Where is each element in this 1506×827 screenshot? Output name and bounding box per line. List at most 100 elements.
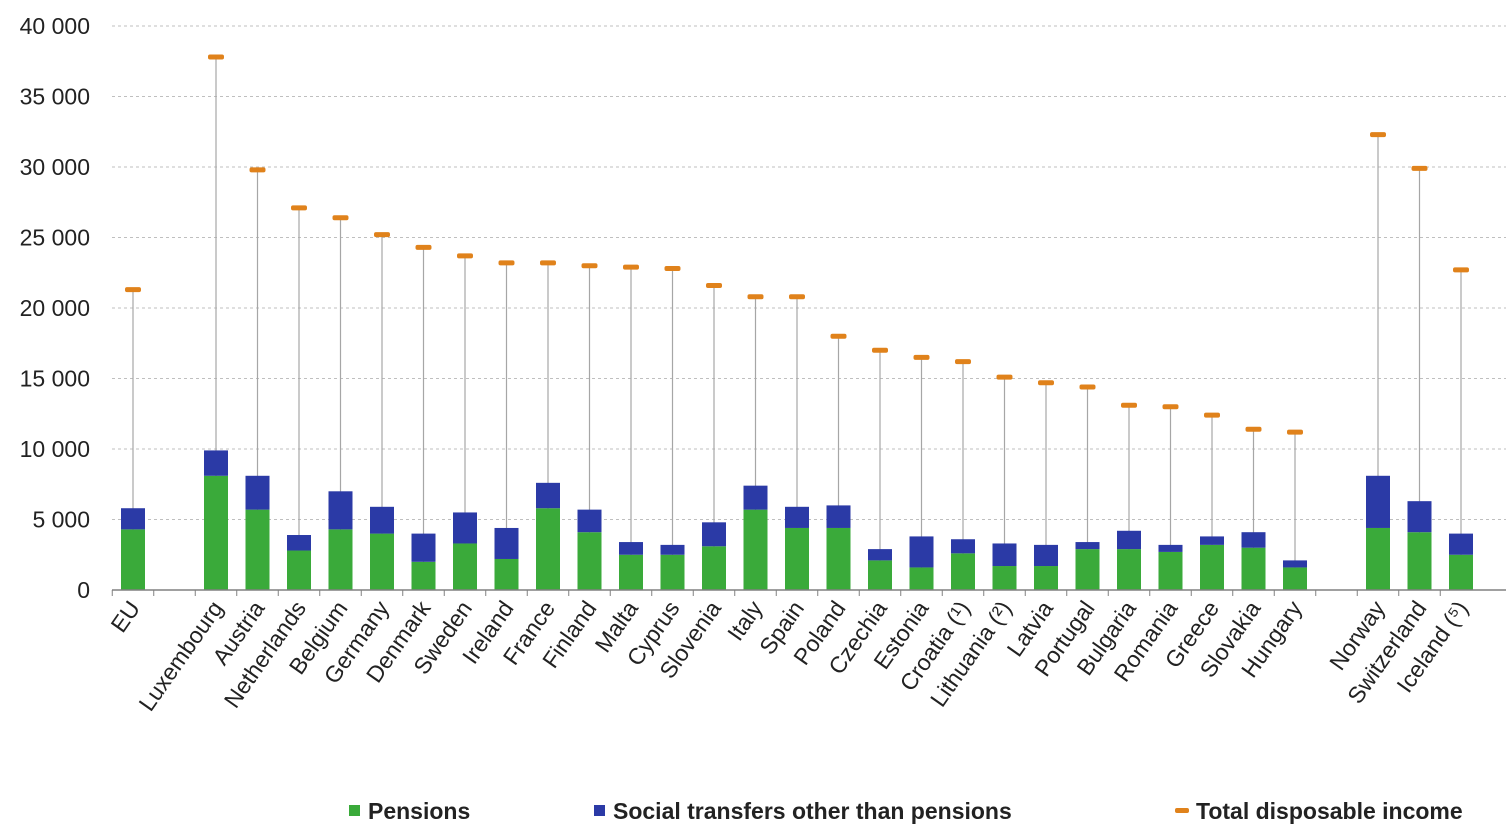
bar-social-greece xyxy=(1200,536,1224,545)
marker-total-denmark xyxy=(415,244,432,250)
marker-total-netherlands xyxy=(291,205,307,211)
y-tick-label: 40 000 xyxy=(20,13,90,39)
bar-pensions-czechia xyxy=(868,560,892,590)
bar-social-eu xyxy=(121,508,145,530)
legend-label-total: Total disposable income xyxy=(1196,798,1463,824)
y-tick-label: 10 000 xyxy=(20,436,90,462)
marker-total-romania xyxy=(1162,404,1179,410)
legend: Pensions Social transfers other than pen… xyxy=(349,798,1463,824)
marker-total-cyprus xyxy=(664,266,681,272)
x-axis: EULuxembourgAustriaNetherlandsBelgiumGer… xyxy=(105,589,1506,716)
bar-social-bulgaria xyxy=(1117,530,1141,550)
bar-social-spain xyxy=(785,506,809,528)
bar-social-hungary xyxy=(1283,560,1307,568)
bar-social-cyprus xyxy=(660,544,685,555)
marker-total-estonia xyxy=(913,354,930,360)
marker-total-spain xyxy=(789,294,805,300)
bar-pensions-slovenia xyxy=(702,546,726,590)
marker-total-france xyxy=(540,260,556,266)
bar-pensions-luxembourg xyxy=(204,475,228,590)
bar-pensions-belgium xyxy=(328,529,353,590)
bar-pensions-switzerland xyxy=(1407,532,1432,590)
bar-social-portugal xyxy=(1075,542,1100,550)
bar-social-romania xyxy=(1158,544,1183,552)
y-tick-label: 25 000 xyxy=(20,225,90,251)
legend-item-pensions: Pensions xyxy=(349,798,470,824)
legend-label-pensions: Pensions xyxy=(368,798,470,824)
marker-total-greece xyxy=(1204,412,1220,418)
bar-pensions-lithuania xyxy=(992,566,1017,590)
bar-social-poland xyxy=(826,505,851,528)
marker-total-luxembourg xyxy=(208,54,224,60)
marker-total-bulgaria xyxy=(1121,402,1137,408)
bar-social-austria xyxy=(245,475,270,510)
bar-social-ireland xyxy=(494,527,519,559)
bar-pensions-spain xyxy=(785,527,809,590)
marker-total-iceland xyxy=(1453,267,1469,273)
bar-pensions-greece xyxy=(1200,544,1224,590)
bar-social-switzerland xyxy=(1407,501,1432,533)
bar-social-lithuania xyxy=(992,543,1017,567)
bar-pensions-romania xyxy=(1158,551,1183,590)
bar-pensions-poland xyxy=(826,527,851,590)
bar-pensions-estonia xyxy=(909,567,934,590)
marker-total-ireland xyxy=(498,260,515,266)
bar-social-sweden xyxy=(453,512,477,544)
bar-pensions-cyprus xyxy=(660,554,685,590)
bar-social-croatia xyxy=(951,539,975,554)
bars xyxy=(121,450,1473,590)
bar-social-finland xyxy=(577,509,602,533)
marker-total-czechia xyxy=(872,347,888,353)
bar-pensions-croatia xyxy=(951,553,975,590)
gridlines xyxy=(112,25,1506,520)
bar-pensions-latvia xyxy=(1034,566,1058,590)
bar-social-netherlands xyxy=(287,535,311,551)
bar-social-malta xyxy=(619,542,643,555)
bar-pensions-malta xyxy=(619,554,643,590)
bar-pensions-norway xyxy=(1366,527,1390,590)
marker-total-lithuania xyxy=(996,374,1013,380)
bar-pensions-slovakia xyxy=(1241,547,1266,590)
bar-social-belgium xyxy=(328,491,353,530)
y-tick-label: 5 000 xyxy=(32,507,90,533)
bar-social-iceland xyxy=(1449,533,1473,555)
bar-pensions-austria xyxy=(245,509,270,590)
x-tick-label-eu: EU xyxy=(105,596,145,637)
bar-pensions-france xyxy=(536,508,560,590)
legend-swatch-total xyxy=(1175,808,1189,813)
marker-total-norway xyxy=(1370,132,1386,138)
marker-total-austria xyxy=(249,167,266,173)
bar-pensions-denmark xyxy=(411,561,436,590)
bar-pensions-hungary xyxy=(1283,567,1307,590)
marker-total-slovenia xyxy=(706,282,722,288)
legend-item-social: Social transfers other than pensions xyxy=(594,798,1012,824)
marker-total-hungary xyxy=(1287,429,1303,435)
legend-label-social: Social transfers other than pensions xyxy=(613,798,1012,824)
bar-pensions-sweden xyxy=(453,543,477,590)
bar-social-france xyxy=(536,482,560,509)
bar-social-slovenia xyxy=(702,522,726,547)
y-tick-label: 30 000 xyxy=(20,154,90,180)
legend-swatch-social xyxy=(594,805,605,816)
marker-total-portugal xyxy=(1079,384,1096,390)
marker-total-switzerland xyxy=(1411,165,1428,171)
marker-total-slovakia xyxy=(1245,426,1262,432)
marker-total-finland xyxy=(581,263,598,269)
y-tick-label: 35 000 xyxy=(20,84,90,110)
marker-total-italy xyxy=(747,294,764,300)
marker-total-belgium xyxy=(332,215,349,221)
bar-pensions-germany xyxy=(370,533,394,590)
bar-social-germany xyxy=(370,506,394,534)
marker-total-poland xyxy=(830,333,847,339)
bar-pensions-iceland xyxy=(1449,554,1473,590)
marker-total-germany xyxy=(374,232,390,238)
y-tick-label: 20 000 xyxy=(20,295,90,321)
y-tick-label: 15 000 xyxy=(20,366,90,392)
bar-social-denmark xyxy=(411,533,436,562)
bar-social-estonia xyxy=(909,536,934,568)
bar-pensions-bulgaria xyxy=(1117,549,1141,590)
bar-social-norway xyxy=(1366,475,1390,528)
y-tick-label: 0 xyxy=(77,577,90,603)
marker-total-latvia xyxy=(1038,380,1054,386)
